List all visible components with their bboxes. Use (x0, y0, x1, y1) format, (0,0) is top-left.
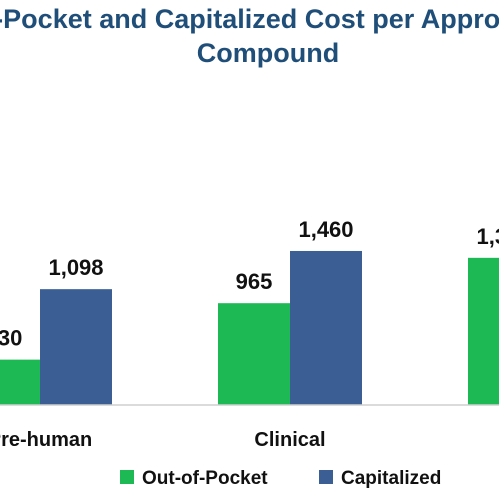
chart-title-line-2: Compound (197, 38, 339, 68)
legend-swatch-out-of-pocket (120, 470, 134, 484)
data-label-out-of-pocket-0: 430 (0, 326, 22, 351)
category-label-1: Clinical (254, 429, 325, 451)
category-label-0: Pre-human (0, 429, 92, 451)
legend: Out-of-Pocket Capitalized (120, 468, 441, 489)
legend-label-capitalized: Capitalized (341, 468, 441, 489)
category-labels: Pre-human Clinical (0, 429, 326, 451)
data-label-out-of-pocket-2: 1,395 (476, 224, 499, 249)
data-label-capitalized-1: 1,460 (298, 217, 353, 242)
bar-out-of-pocket-1 (218, 303, 290, 405)
chart-title-line-1: Out-of-Pocket and Capitalized Cost per A… (0, 4, 499, 34)
bars-layer: 430 965 1,395 1,098 1,460 (0, 217, 499, 405)
legend-label-out-of-pocket: Out-of-Pocket (142, 468, 268, 489)
data-label-out-of-pocket-1: 965 (236, 269, 273, 294)
legend-swatch-capitalized (319, 470, 333, 484)
data-label-capitalized-0: 1,098 (48, 255, 103, 280)
bar-out-of-pocket-0 (0, 359, 40, 405)
bar-capitalized-0 (40, 289, 112, 405)
bar-out-of-pocket-2 (468, 257, 499, 405)
bar-capitalized-1 (290, 250, 362, 405)
